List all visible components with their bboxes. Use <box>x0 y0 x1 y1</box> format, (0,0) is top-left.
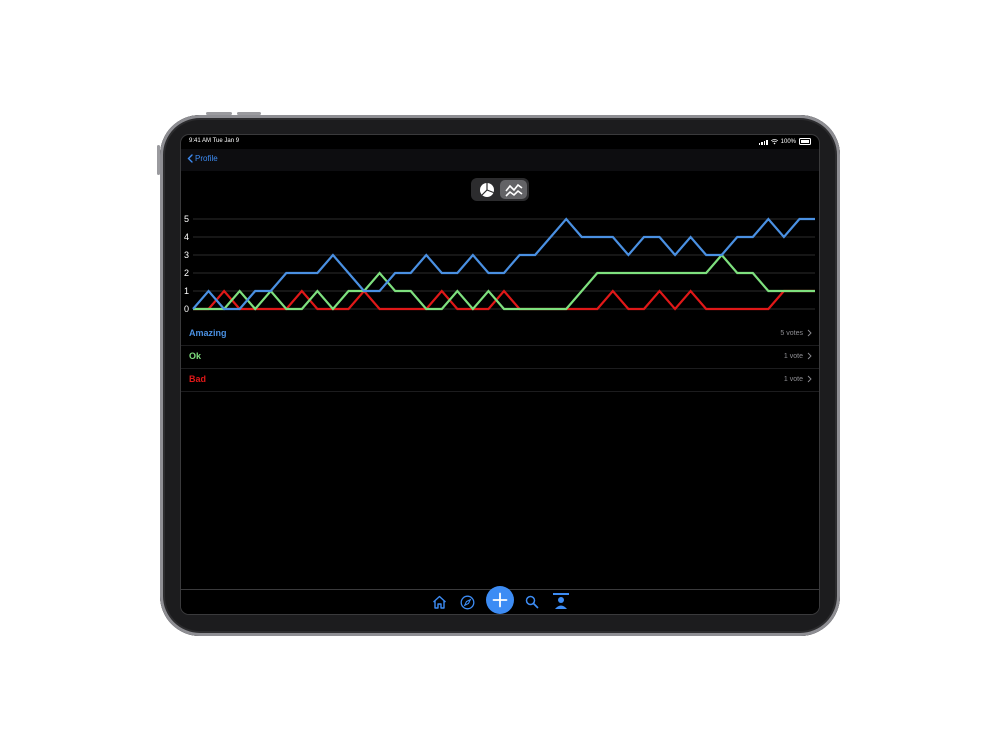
chevron-right-icon <box>807 375 812 383</box>
y-tick-label: 0 <box>184 304 189 314</box>
status-bar: 9:41 AM Tue Jan 9 100% <box>181 135 819 149</box>
y-tick-label: 2 <box>184 268 189 278</box>
status-right: 100% <box>758 138 811 145</box>
side-button <box>157 145 160 175</box>
row-count-amazing: 5 votes <box>780 330 803 337</box>
battery-icon <box>799 138 811 145</box>
row-label-ok: Ok <box>189 351 202 361</box>
back-button[interactable]: Profile <box>187 154 218 163</box>
profile-icon <box>553 593 569 609</box>
status-time: 9:41 AM Tue Jan 9 <box>189 138 240 144</box>
compass-icon <box>460 595 474 609</box>
y-tick-label: 3 <box>184 250 189 260</box>
row-label-amazing: Amazing <box>189 328 227 338</box>
row-count-bad: 1 vote <box>783 376 803 383</box>
list-row-bad[interactable]: Bad 1 vote <box>181 369 819 392</box>
chart-type-segmented-control <box>471 178 529 201</box>
power-button-top <box>237 112 261 115</box>
y-tick-label: 4 <box>184 232 189 242</box>
y-tick-label: 1 <box>184 286 189 296</box>
chevron-right-icon <box>807 352 812 360</box>
row-label-bad: Bad <box>189 374 207 384</box>
navigation-bar: Profile <box>181 149 819 171</box>
y-tick-label: 5 <box>184 214 189 224</box>
search-icon <box>525 595 539 609</box>
chevron-right-icon <box>807 329 812 337</box>
tab-explore[interactable] <box>458 593 476 611</box>
wifi-icon <box>770 138 778 144</box>
segment-pie-chart[interactable] <box>473 180 500 199</box>
pie-chart-icon <box>479 182 494 197</box>
tab-home[interactable] <box>430 593 448 611</box>
back-label: Profile <box>195 154 218 163</box>
tab-add-button[interactable] <box>486 586 514 614</box>
tab-search[interactable] <box>523 593 541 611</box>
list-row-amazing[interactable]: Amazing 5 votes <box>181 323 819 346</box>
series-line-amazing <box>192 217 815 311</box>
home-icon <box>432 595 446 609</box>
cellular-signal-icon <box>758 139 768 145</box>
chevron-left-icon <box>187 154 193 163</box>
segment-line-chart[interactable] <box>500 180 527 199</box>
votes-line-chart: 0 1 2 3 4 5 <box>184 214 815 314</box>
tab-profile[interactable] <box>552 593 570 611</box>
line-chart-icon <box>504 183 522 197</box>
tab-bar <box>181 586 819 614</box>
series-line-bad <box>193 289 815 311</box>
plus-icon <box>492 592 508 608</box>
ipad-screen: 9:41 AM Tue Jan 9 100% Profile <box>181 135 819 614</box>
series-line-ok <box>193 253 815 311</box>
row-count-ok: 1 vote <box>783 353 803 360</box>
battery-percent: 100% <box>780 138 796 145</box>
volume-button-top <box>206 112 232 115</box>
list-row-ok[interactable]: Ok 1 vote <box>181 346 819 369</box>
